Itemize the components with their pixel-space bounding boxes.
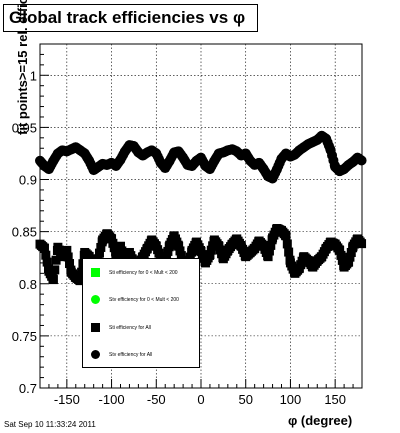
data-point (117, 246, 127, 256)
y-tick-label: 0.75 (12, 329, 37, 344)
y-axis-label: fit points>=15 rel. efficiency (15, 0, 30, 135)
x-tick-label: -150 (54, 392, 80, 407)
x-axis-label: φ (degree) (288, 413, 353, 428)
legend-green-circle-marker (91, 295, 100, 304)
data-point (344, 257, 354, 267)
x-tick-label: 50 (238, 392, 252, 407)
series-3 (35, 130, 367, 184)
chart-title: Global track efficiencies vs φ (3, 4, 258, 32)
legend-label: Stv efficiency for All (109, 352, 153, 358)
data-point (65, 259, 75, 269)
data-point (185, 252, 195, 262)
y-tick-label: 0.95 (12, 120, 37, 135)
legend-item-stv-mult: Stv efficiency for 0 < Mult < 200 (83, 294, 199, 306)
legend-label: Sti efficiency for All (109, 325, 151, 331)
legend-black-square-marker (91, 323, 100, 332)
data-point (94, 248, 104, 258)
y-tick-label: 0.85 (12, 225, 37, 240)
legend-black-circle-marker (91, 350, 100, 359)
data-point (116, 241, 125, 251)
y-tick-label: 0.8 (19, 277, 37, 292)
legend-item-sti-mult: Sti efficiency for 0 < Mult < 200 (83, 267, 199, 279)
x-tick-label: -50 (147, 392, 166, 407)
data-point (162, 251, 172, 261)
data-point (264, 246, 274, 256)
data-point (282, 239, 292, 249)
data-point (263, 252, 273, 262)
date-stamp: Sat Sep 10 11:33:24 2011 (4, 420, 96, 429)
legend-label: Sti efficiency for 0 < Mult < 200 (109, 270, 178, 276)
data-point (336, 250, 346, 260)
data-point (41, 250, 51, 260)
y-tick-label: 0.9 (19, 173, 37, 188)
data-point (62, 245, 72, 255)
data-point (39, 243, 49, 253)
legend-label: Stv efficiency for 0 < Mult < 200 (109, 297, 179, 303)
legend-green-square-marker (91, 268, 100, 277)
data-point (345, 252, 355, 262)
data-point (63, 252, 73, 262)
data-point (346, 247, 356, 257)
x-tick-label: 0 (197, 392, 204, 407)
legend: Sti efficiency for 0 < Mult < 200 Stv ef… (82, 258, 200, 368)
data-point (174, 241, 184, 251)
data-point (51, 255, 61, 265)
data-point (48, 275, 58, 285)
data-point (50, 265, 60, 275)
data-point (163, 246, 173, 256)
data-point (77, 267, 87, 277)
data-point (266, 240, 276, 250)
legend-item-sti-all: Sti efficiency for All (83, 322, 199, 334)
data-point (96, 242, 106, 252)
y-tick-label: 0.7 (19, 381, 37, 396)
legend-item-stv-all: Stv efficiency for All (83, 349, 199, 361)
y-tick-label: 1 (30, 68, 37, 83)
data-point (75, 276, 85, 286)
data-point (176, 251, 186, 261)
data-layer (35, 130, 367, 286)
x-tick-label: 100 (280, 392, 302, 407)
data-point (175, 246, 185, 256)
data-point (335, 245, 345, 255)
x-tick-label: -100 (99, 392, 125, 407)
data-point (42, 257, 52, 267)
axis-layer: -150 -100 -50 0 50 100 150 0.7 0.75 0.8 0.85 0.9 0.9… (12, 43, 363, 407)
data-point (281, 231, 291, 241)
x-tick-label: 150 (324, 392, 346, 407)
data-point (284, 247, 294, 257)
